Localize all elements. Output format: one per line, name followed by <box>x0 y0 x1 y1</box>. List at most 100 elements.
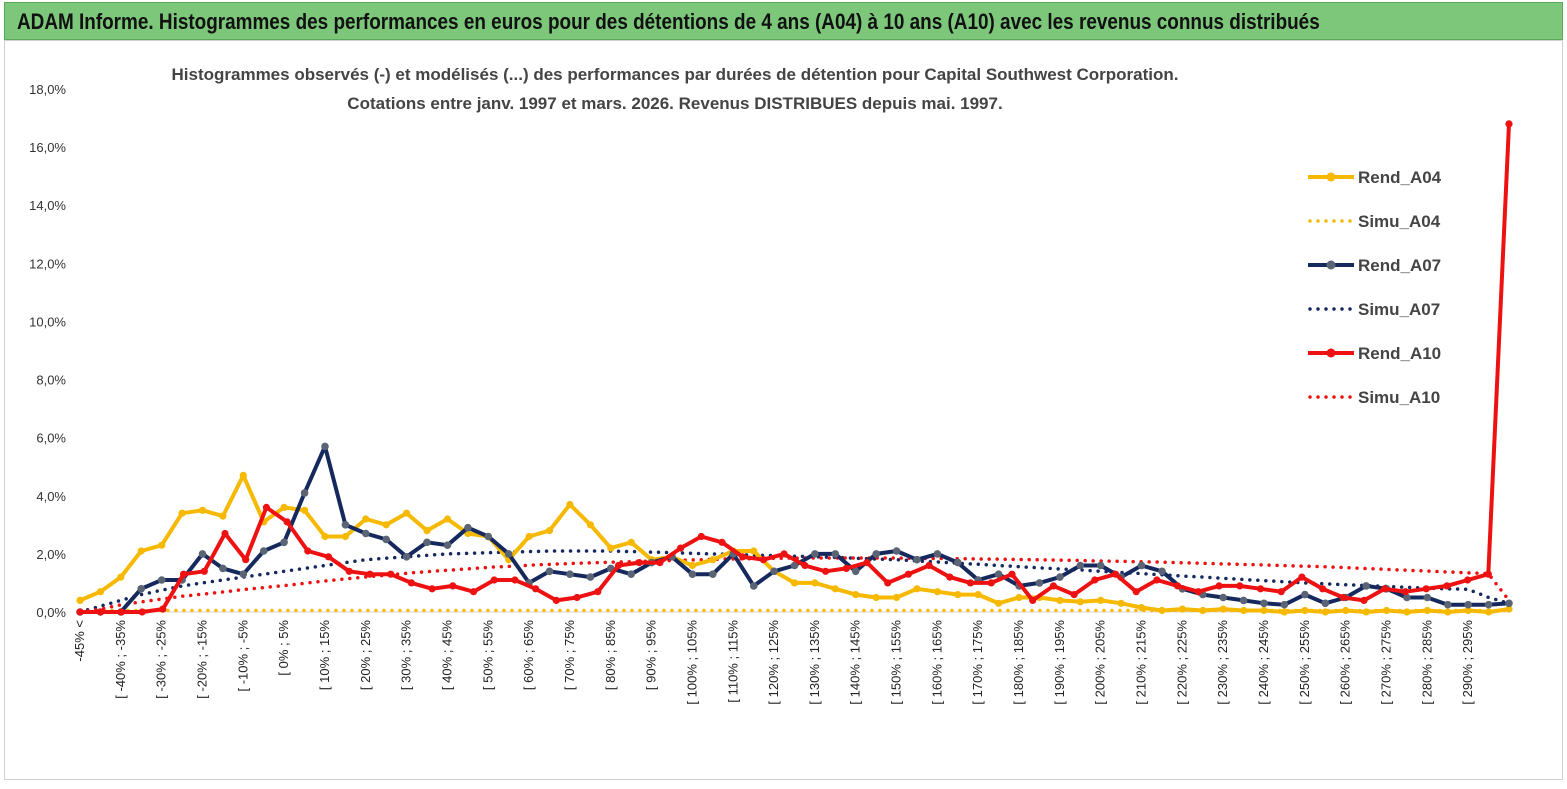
data-point <box>484 532 493 541</box>
data-point <box>511 576 519 584</box>
data-point <box>1076 598 1084 606</box>
data-point <box>117 573 125 581</box>
data-point <box>1464 576 1472 584</box>
data-point <box>443 541 452 549</box>
data-point <box>904 570 913 578</box>
x-tick-label: [ 110% ; 115% <box>725 620 740 703</box>
data-point <box>1056 573 1064 581</box>
x-tick-label: [ 280% ; 285% <box>1419 620 1434 705</box>
data-point <box>780 550 788 558</box>
data-point <box>697 532 705 541</box>
y-tick-label: 12,0% <box>29 256 66 271</box>
x-tick-label: [ 140% ; 145% <box>848 620 863 705</box>
data-point <box>1158 567 1166 576</box>
data-point <box>341 532 349 541</box>
data-point <box>262 503 270 511</box>
data-point <box>656 559 664 567</box>
legend-entry-rend-a10: Rend_A10 <box>1308 344 1441 363</box>
data-point <box>280 538 288 547</box>
data-point <box>1029 596 1037 605</box>
data-point <box>750 547 758 555</box>
legend-entry-rend-a04: Rend_A04 <box>1308 168 1442 187</box>
legend-entry-simu-a07: Simu_A07 <box>1308 300 1440 319</box>
x-tick-label: [ 20% ; 25% <box>358 620 373 691</box>
data-point <box>1070 591 1078 599</box>
data-point <box>157 576 166 584</box>
y-tick-label: 14,0% <box>29 198 66 213</box>
legend-label: Rend_A10 <box>1358 344 1441 363</box>
data-point <box>239 570 248 578</box>
data-point <box>586 521 595 529</box>
x-tick-label: [ 10% ; 15% <box>317 620 332 691</box>
data-point <box>382 521 390 529</box>
x-tick-label: [ 100% ; 105% <box>684 620 699 705</box>
data-point <box>872 593 880 602</box>
data-point <box>627 570 635 578</box>
data-point <box>366 570 374 578</box>
data-point <box>688 561 697 570</box>
data-point <box>321 442 329 451</box>
data-point <box>341 521 350 529</box>
data-point <box>178 509 186 517</box>
data-point <box>1280 608 1288 616</box>
data-point <box>1443 582 1451 590</box>
data-point <box>974 591 982 599</box>
data-point <box>893 593 901 602</box>
legend-label: Simu_A07 <box>1358 300 1440 319</box>
legend-marker <box>1326 260 1336 270</box>
x-tick-label: [ 60% ; 65% <box>521 620 536 691</box>
data-point <box>987 579 995 587</box>
y-tick-label: 8,0% <box>36 373 66 388</box>
data-point <box>1362 608 1370 616</box>
data-point <box>1401 588 1409 596</box>
data-point <box>504 550 513 558</box>
x-tick-label: [ 70% ; 75% <box>562 620 577 691</box>
data-point <box>1360 596 1368 605</box>
data-point <box>1111 570 1120 578</box>
x-tick-label: [ 260% ; 265% <box>1338 620 1353 705</box>
data-point <box>913 585 921 593</box>
data-point <box>1422 585 1430 593</box>
data-point <box>1049 582 1057 590</box>
data-point <box>739 553 747 561</box>
legend-entry-rend-a07: Rend_A07 <box>1308 256 1441 275</box>
data-point <box>198 506 207 514</box>
data-point <box>1215 582 1223 590</box>
data-point <box>464 523 472 532</box>
data-point <box>532 585 540 593</box>
data-point <box>831 585 839 593</box>
x-tick-label: [ 150% ; 155% <box>889 620 904 705</box>
data-point <box>1381 585 1389 593</box>
series-line <box>79 473 1510 614</box>
x-tick-label: [ 250% ; 255% <box>1297 620 1312 705</box>
data-point <box>566 500 574 509</box>
report-title: ADAM Informe. Histogrammes des performan… <box>17 9 1320 34</box>
data-point <box>1505 599 1513 608</box>
x-tick-label: [ 210% ; 215% <box>1134 620 1149 705</box>
data-point <box>1301 590 1309 599</box>
data-point <box>1321 599 1330 608</box>
data-point <box>280 503 288 511</box>
data-point <box>1505 605 1513 613</box>
x-tick-label: [ 80% ; 85% <box>603 620 618 691</box>
data-point <box>1137 561 1146 570</box>
data-point <box>933 588 942 596</box>
data-point <box>1174 582 1182 590</box>
data-point <box>1464 606 1472 615</box>
data-point <box>1362 582 1370 590</box>
data-point <box>219 512 227 520</box>
data-point <box>300 489 309 497</box>
x-tick-label: [ 160% ; 165% <box>929 620 944 705</box>
data-point <box>362 515 370 523</box>
data-point <box>1321 608 1329 616</box>
data-point <box>1444 608 1452 616</box>
data-point <box>387 570 395 578</box>
data-point <box>1158 606 1166 615</box>
chart-subtitle: Cotations entre janv. 1997 et mars. 2026… <box>347 94 1002 113</box>
chart-frame <box>4 40 1563 780</box>
data-point <box>1153 576 1161 584</box>
data-point <box>1277 588 1285 596</box>
data-point <box>852 591 860 599</box>
data-point <box>1035 579 1044 587</box>
